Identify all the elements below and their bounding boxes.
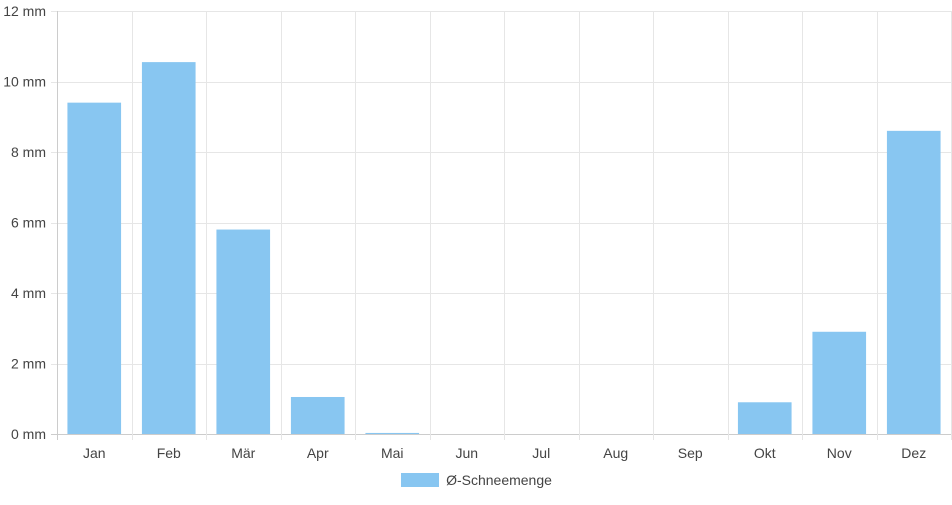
x-tick-label: Mär — [231, 445, 255, 461]
y-tick-label: 6 mm — [11, 215, 46, 231]
y-tick-label: 4 mm — [11, 285, 46, 301]
x-tick-label: Mai — [381, 445, 404, 461]
y-tick-label: 12 mm — [3, 3, 46, 19]
legend-label: Ø-Schneemenge — [446, 472, 552, 488]
legend-swatch — [400, 472, 441, 488]
bar[interactable] — [886, 130, 941, 434]
x-tick-label: Jun — [455, 445, 478, 461]
bar[interactable] — [812, 331, 867, 434]
bar[interactable] — [216, 229, 271, 434]
bars — [67, 62, 941, 435]
y-tick-label: 10 mm — [3, 74, 46, 90]
x-tick-label: Apr — [307, 445, 329, 461]
x-tick-label: Aug — [603, 445, 628, 461]
x-tick-label: Jul — [532, 445, 550, 461]
y-tick-label: 8 mm — [11, 144, 46, 160]
bar[interactable] — [141, 62, 196, 435]
bar[interactable] — [290, 396, 345, 434]
x-tick-label: Jan — [83, 445, 106, 461]
legend[interactable]: Ø-Schneemenge — [0, 472, 952, 488]
bar[interactable] — [365, 432, 420, 434]
y-tick-label: 0 mm — [11, 426, 46, 442]
bar[interactable] — [737, 402, 792, 434]
x-tick-label: Sep — [678, 445, 703, 461]
x-tick-label: Okt — [754, 445, 776, 461]
bar[interactable] — [67, 102, 122, 435]
y-axis-tick-labels: 0 mm 2 mm 4 mm 6 mm 8 mm 10 mm 12 mm — [3, 3, 46, 442]
x-axis-tick-labels: Jan Feb Mär Apr Mai Jun Jul Aug Sep Okt Nov Dez — [83, 445, 926, 461]
x-tick-label: Feb — [157, 445, 181, 461]
y-tick-label: 2 mm — [11, 356, 46, 372]
x-tick-label: Dez — [901, 445, 926, 461]
x-tick-label: Nov — [827, 445, 852, 461]
grid-lines — [51, 11, 952, 440]
